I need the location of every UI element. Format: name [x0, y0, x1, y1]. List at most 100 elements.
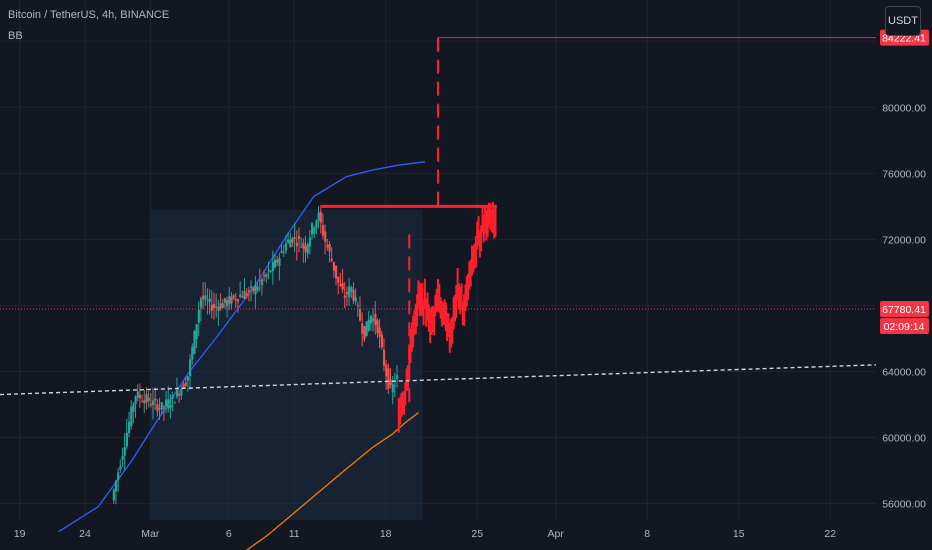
candle-body — [158, 408, 161, 410]
candle-body — [256, 286, 259, 291]
candle-body — [114, 480, 118, 492]
x-tick-label: 11 — [289, 528, 300, 540]
candle-body — [348, 286, 351, 297]
candle-body — [212, 303, 216, 309]
candle-body — [189, 359, 192, 376]
countdown-tag-bg — [880, 318, 929, 335]
candle-body — [308, 237, 312, 247]
candle-body — [167, 399, 170, 409]
y-tick-label: 76000.00 — [882, 168, 926, 180]
candle-body — [117, 472, 120, 480]
shaded-zone — [150, 209, 423, 520]
candle-body — [343, 295, 346, 298]
indicator-label[interactable]: BB — [8, 30, 23, 42]
candle-body — [274, 259, 277, 268]
candle-body — [215, 306, 218, 308]
bb-lower-line — [245, 412, 419, 550]
grid-lines — [0, 0, 876, 520]
y-tick-label: 60000.00 — [882, 432, 926, 444]
candle-body — [345, 292, 349, 295]
candle-body — [385, 364, 388, 377]
candle-body — [254, 284, 257, 295]
candle-body — [232, 295, 235, 298]
countdown-tag: 02:09:14 — [884, 321, 925, 333]
candle-body — [374, 314, 377, 325]
candle-body — [143, 400, 146, 404]
candle-body — [208, 298, 211, 302]
candle-body — [121, 455, 124, 460]
candle-body — [332, 261, 336, 271]
candle-series — [112, 205, 399, 505]
candle-body — [128, 421, 131, 434]
candle-body — [358, 308, 362, 321]
candle-body — [186, 376, 190, 381]
candle-body — [337, 276, 340, 283]
candle-body — [335, 265, 338, 279]
candle-body — [378, 327, 381, 337]
candle-body — [228, 296, 231, 305]
candle-body — [271, 261, 275, 272]
candle-body — [361, 323, 364, 334]
candle-body — [141, 401, 144, 403]
candle-body — [372, 318, 375, 322]
candle-body — [206, 300, 209, 302]
candle-body — [396, 375, 399, 379]
candle-body — [324, 231, 327, 242]
candle-body — [278, 258, 281, 266]
candle-body — [175, 390, 179, 397]
candle-body — [339, 284, 342, 286]
currency-button[interactable]: USDT — [885, 6, 921, 36]
candle-body — [230, 296, 233, 304]
candle-body — [134, 396, 137, 405]
x-tick-label: 24 — [79, 528, 91, 540]
candle-body — [391, 384, 394, 393]
symbol-title[interactable]: Bitcoin / TetherUS, 4h, BINANCE — [8, 9, 170, 21]
candle-body — [313, 227, 316, 234]
candle-body — [287, 239, 290, 243]
candle-body — [151, 400, 155, 406]
candle-body — [136, 391, 139, 398]
x-tick-label: 25 — [471, 528, 483, 540]
candle-body — [165, 399, 168, 407]
candle-body — [260, 279, 264, 286]
candle-body — [138, 394, 142, 399]
candle-body — [191, 347, 194, 360]
candle-body — [147, 397, 150, 401]
candle-body — [369, 316, 373, 324]
candle-body — [393, 385, 397, 387]
candle-body — [258, 280, 261, 282]
x-tick-label: 19 — [14, 528, 26, 540]
candle-body — [204, 295, 207, 300]
candle-body — [389, 379, 392, 385]
candle-body — [295, 242, 298, 246]
trendline — [0, 364, 877, 396]
candle-body — [367, 319, 370, 331]
candle-body — [241, 296, 244, 298]
candle-body — [236, 299, 240, 302]
candle-body — [282, 251, 285, 253]
candle-body — [171, 394, 174, 399]
range-shade — [150, 209, 423, 520]
candle-body — [184, 382, 187, 386]
x-tick-label: Mar — [141, 528, 160, 540]
candle-body — [341, 282, 344, 290]
candle-body — [197, 309, 200, 323]
candle-body — [123, 447, 126, 456]
candle-body — [319, 211, 322, 223]
candle-body — [352, 290, 355, 301]
candle-body — [130, 406, 133, 427]
candle-body — [265, 274, 268, 278]
candle-body — [178, 393, 181, 396]
x-tick-label: 22 — [824, 528, 836, 540]
candle-body — [180, 388, 183, 396]
candle-body — [169, 404, 172, 408]
candle-body — [199, 298, 203, 308]
candle-body — [245, 293, 248, 296]
current-price-tag: 67780.41 — [882, 304, 926, 316]
candle-body — [226, 300, 229, 307]
candle-body — [149, 404, 152, 406]
candle-body — [280, 250, 283, 253]
drawing-tools[interactable] — [0, 37, 877, 433]
candle-body — [112, 489, 115, 501]
